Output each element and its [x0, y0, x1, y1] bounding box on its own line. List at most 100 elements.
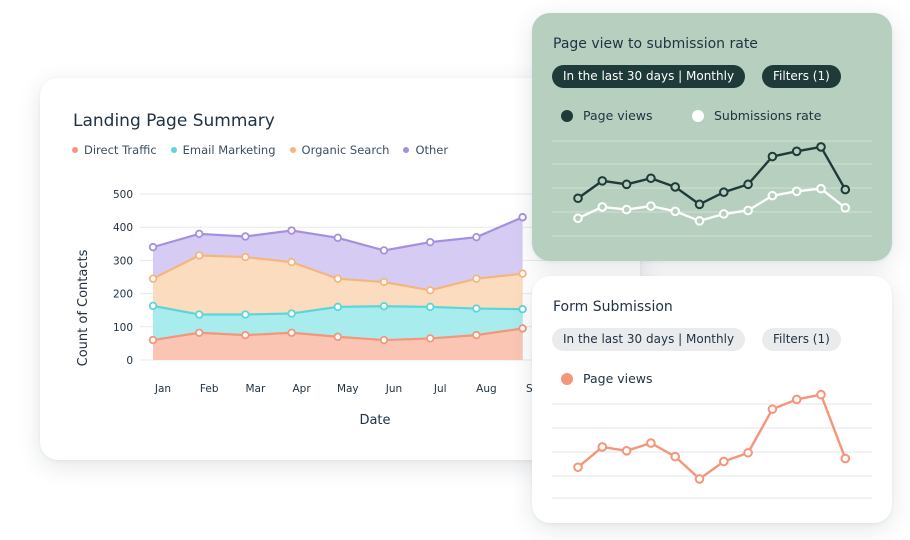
x-tick-label: Jan: [154, 383, 171, 395]
rate-legend-submissions-rate[interactable]: Submissions rate: [692, 108, 821, 123]
data-point: [287, 257, 296, 267]
data-point: [379, 335, 389, 345]
data-point: [767, 151, 778, 162]
data-point: [816, 389, 826, 400]
data-point: [791, 146, 802, 157]
data-point: [333, 332, 342, 341]
data-point: [518, 305, 527, 314]
y-tick-label: 100: [113, 322, 133, 334]
data-point: [287, 328, 296, 337]
data-point: [597, 176, 608, 186]
legend-item-direct-traffic[interactable]: Direct Traffic: [72, 143, 157, 157]
rate-legend-page-views[interactable]: Page views: [561, 108, 653, 123]
legend-label: Page views: [583, 108, 653, 123]
data-point: [694, 216, 705, 226]
data-point: [621, 446, 632, 456]
data-point: [670, 182, 681, 192]
legend-label: Submissions rate: [714, 108, 822, 123]
legend-item-email-marketing[interactable]: Email Marketing: [170, 143, 276, 157]
data-point: [426, 237, 435, 247]
legend-item-organic-search[interactable]: Organic Search: [289, 143, 390, 157]
page-view-submission-rate-card: Page view to submission rate In the last…: [532, 13, 892, 261]
data-point: [426, 334, 435, 343]
data-point: [816, 183, 826, 194]
data-point: [472, 304, 481, 313]
legend-label: Other: [415, 143, 449, 157]
other-dot-icon: [403, 147, 410, 153]
x-tick-label: Jun: [385, 383, 402, 395]
data-point: [646, 173, 656, 184]
data-point: [840, 203, 851, 213]
series-line-page-views: [577, 393, 847, 481]
rate-card-title: Page view to submission rate: [553, 36, 758, 52]
data-point: [194, 328, 204, 337]
landing-page-summary-title: Landing Page Summary: [73, 111, 275, 131]
data-point: [426, 302, 435, 312]
data-point: [426, 286, 435, 295]
data-point: [194, 251, 204, 260]
form-legend-page-views[interactable]: Page views: [561, 371, 653, 386]
data-point: [791, 394, 802, 405]
x-tick-label: Aug: [476, 383, 497, 395]
data-point: [597, 202, 608, 212]
data-point: [743, 205, 753, 216]
data-point: [646, 201, 656, 211]
data-point: [816, 142, 826, 152]
data-point: [840, 453, 851, 464]
data-point: [573, 193, 583, 204]
y-tick-label: 0: [126, 355, 133, 367]
form-filters-button[interactable]: Filters (1): [762, 328, 841, 351]
data-point: [719, 187, 729, 197]
data-point: [743, 447, 753, 458]
data-point: [719, 209, 729, 219]
data-point: [518, 324, 527, 333]
area-series-group: [148, 213, 527, 360]
data-point: [194, 229, 204, 239]
data-point: [241, 310, 250, 319]
data-point: [791, 186, 802, 197]
x-tick-label: May: [337, 383, 359, 395]
data-point: [694, 474, 705, 484]
data-point: [621, 204, 632, 215]
data-point: [767, 190, 778, 201]
data-point: [241, 232, 250, 241]
data-point: [472, 232, 481, 242]
data-point: [670, 451, 681, 462]
page-views-dot-icon: [561, 109, 573, 122]
form-period-dropdown[interactable]: In the last 30 days | Monthly: [552, 328, 746, 351]
data-point: [518, 269, 527, 278]
form-submission-card: Form Submission In the last 30 days | Mo…: [532, 276, 892, 523]
data-point: [840, 184, 851, 195]
data-point: [472, 274, 481, 283]
legend-item-other[interactable]: Other: [403, 143, 448, 157]
data-point: [573, 213, 583, 224]
data-point: [148, 301, 158, 311]
data-point: [621, 179, 632, 190]
data-point: [287, 309, 296, 318]
x-tick-label: Jul: [433, 383, 447, 395]
form-card-title: Form Submission: [553, 299, 673, 315]
data-point: [379, 302, 389, 311]
x-tick-label: Feb: [200, 383, 219, 395]
page-views-dot-icon: [561, 372, 573, 385]
y-tick-label: 400: [113, 222, 133, 234]
rate-period-dropdown[interactable]: In the last 30 days | Monthly: [552, 65, 746, 88]
data-point: [333, 233, 342, 243]
rate-filters-button[interactable]: Filters (1): [762, 65, 841, 88]
direct-traffic-dot-icon: [72, 147, 78, 153]
x-tick-label: Apr: [293, 383, 312, 395]
data-point: [241, 330, 250, 340]
organic-search-dot-icon: [289, 147, 296, 153]
x-axis-title: Date: [359, 413, 390, 428]
y-tick-label: 300: [113, 255, 133, 267]
y-axis-title: Count of Contacts: [76, 249, 91, 366]
data-point: [287, 226, 296, 235]
data-point: [241, 252, 250, 262]
legend-label: Direct Traffic: [84, 143, 157, 157]
data-point: [194, 310, 204, 319]
legend-label: Page views: [583, 371, 653, 386]
data-point: [670, 206, 681, 217]
data-point: [333, 274, 342, 283]
legend-label: Organic Search: [301, 143, 390, 157]
